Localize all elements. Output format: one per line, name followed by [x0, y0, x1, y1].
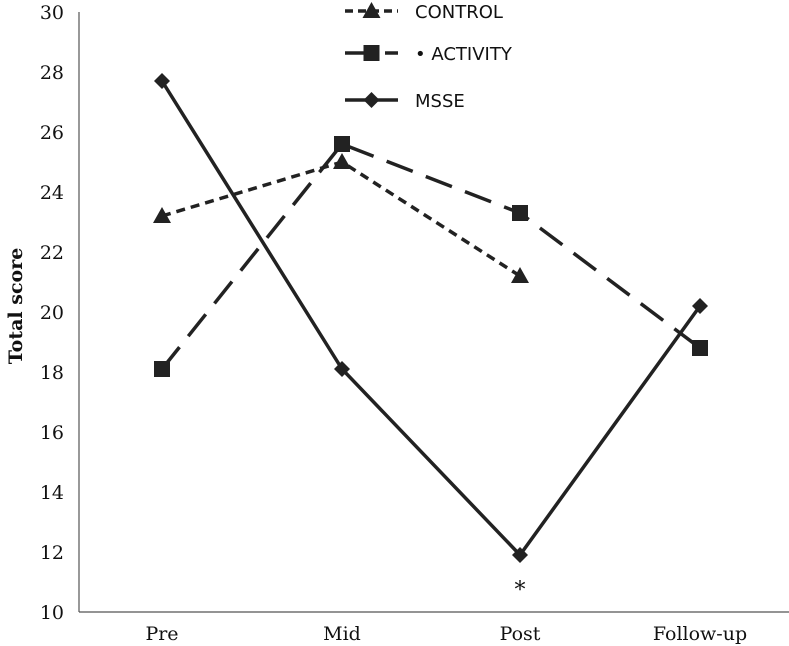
- legend-marker-activity: [363, 45, 380, 61]
- series-activity: [154, 136, 708, 377]
- x-tick-label-mid: Mid: [323, 623, 361, 645]
- series-line-msse: [160, 80, 702, 557]
- data-point-control-pre: [153, 207, 171, 223]
- y-axis-label: Total score: [5, 248, 27, 365]
- x-tick-label-post: Post: [500, 623, 541, 645]
- y-tick-label: 30: [40, 2, 64, 24]
- y-tick-label: 18: [40, 362, 64, 384]
- data-point-activity-follow-up: [692, 340, 708, 356]
- y-axis-ticks: 10 12 14 16 18 20 22 24 26 28 30: [40, 2, 64, 624]
- x-axis-ticks: Pre Mid Post Follow-up: [145, 623, 747, 645]
- data-point-msse-pre: [154, 73, 170, 89]
- significance-asterisk: *: [515, 578, 526, 603]
- legend-label-msse: MSSE: [415, 91, 465, 112]
- data-point-activity-mid: [334, 136, 350, 152]
- data-point-msse-follow-up: [692, 298, 708, 314]
- legend-marker-control: [362, 2, 381, 18]
- data-point-control-mid: [333, 153, 351, 169]
- y-tick-label: 10: [40, 602, 64, 624]
- y-tick-label: 28: [40, 62, 64, 84]
- x-tick-label-follow-up: Follow-up: [653, 623, 747, 645]
- legend-item-activity: • ACTIVITY: [345, 44, 513, 65]
- series-line-control: [161, 160, 521, 278]
- y-tick-label: 22: [40, 242, 64, 264]
- y-tick-label: 26: [40, 122, 64, 144]
- series-msse: [154, 73, 708, 563]
- annotations: *: [515, 578, 526, 603]
- y-tick-label: 14: [40, 482, 64, 504]
- y-tick-label: 12: [40, 542, 64, 564]
- legend-item-control: CONTROL: [345, 2, 503, 23]
- legend-marker-msse: [363, 92, 380, 108]
- y-tick-label: 16: [40, 422, 64, 444]
- data-point-msse-mid: [334, 361, 350, 377]
- y-tick-label: 20: [40, 302, 64, 324]
- series-line-activity: [160, 142, 702, 371]
- data-point-msse-post: [512, 547, 528, 563]
- legend-label-control: CONTROL: [415, 2, 503, 23]
- x-tick-label-pre: Pre: [145, 623, 178, 645]
- data-point-activity-pre: [154, 361, 170, 377]
- axes: [78, 12, 789, 613]
- series-layer: [153, 73, 708, 563]
- data-point-control-post: [511, 267, 529, 283]
- legend-item-msse: MSSE: [345, 91, 465, 112]
- legend: CONTROL • ACTIVITY MSSE: [345, 2, 513, 112]
- series-control: [153, 153, 529, 283]
- data-point-activity-post: [512, 205, 528, 221]
- legend-label-activity: • ACTIVITY: [415, 44, 513, 65]
- y-tick-label: 24: [40, 182, 64, 204]
